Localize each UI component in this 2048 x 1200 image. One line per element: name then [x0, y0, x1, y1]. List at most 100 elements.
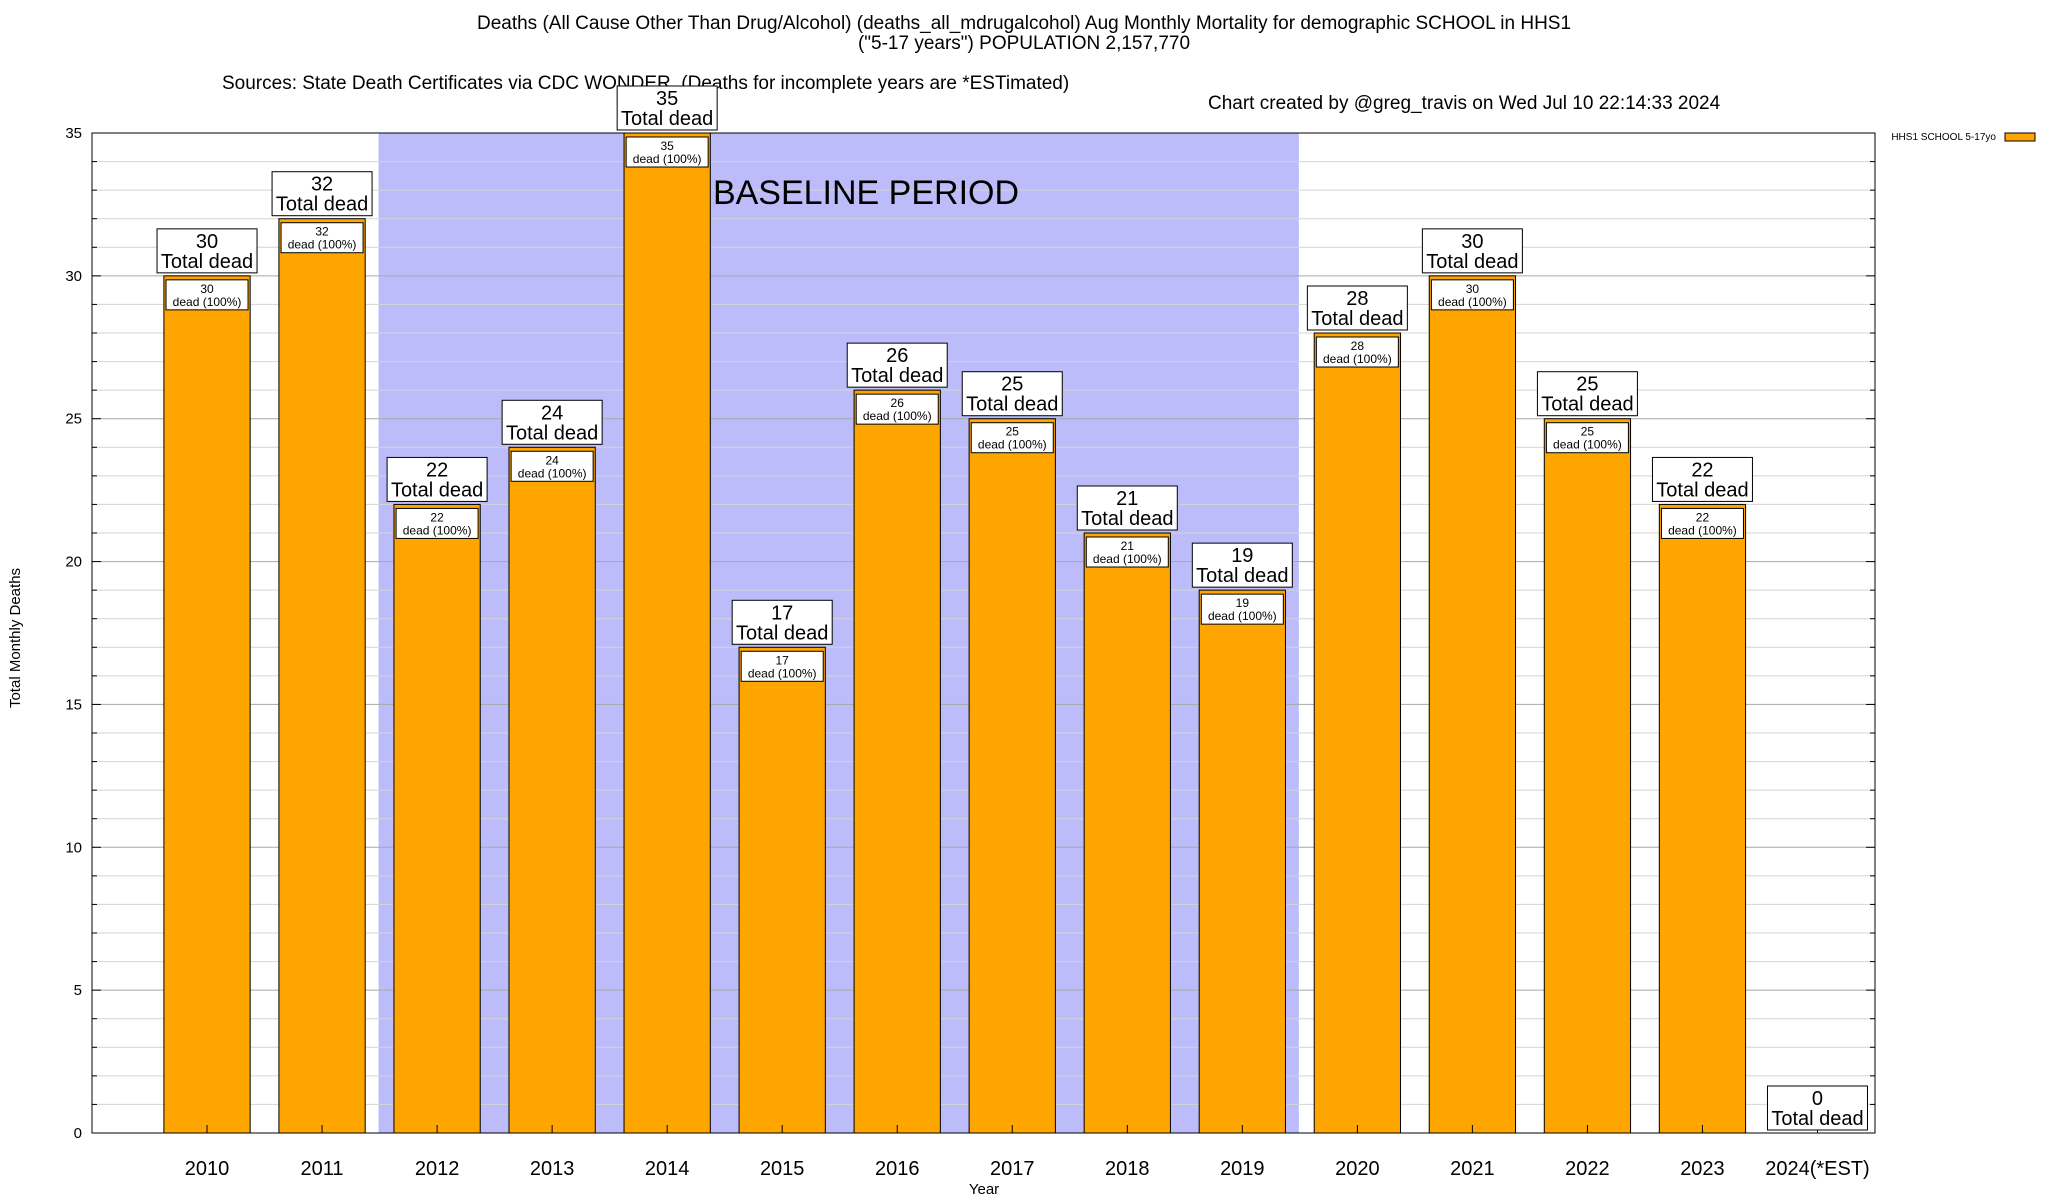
x-tick-label-2013: 2013 — [530, 1158, 575, 1180]
total-label-box — [1076, 485, 1178, 531]
total-label-text: Total dead — [966, 394, 1058, 416]
chart-sources-line: Sources: State Death Certificates via CD… — [0, 54, 1720, 114]
x-tick-label-2019: 2019 — [1220, 1158, 1265, 1180]
inner-label-text: dead (100%) — [1208, 609, 1277, 623]
bar-2020 — [1313, 332, 1401, 1134]
total-label-box — [846, 342, 948, 388]
y-tick-label: 35 — [65, 125, 82, 142]
bar-2011 — [278, 218, 366, 1134]
inner-label-box — [280, 222, 364, 254]
inner-label-text: dead (100%) — [863, 409, 932, 423]
total-label-value: 17 — [771, 602, 793, 624]
inner-label-value: 35 — [660, 139, 674, 153]
bar-2015 — [738, 646, 826, 1134]
inner-label-value: 30 — [1466, 282, 1480, 296]
inner-label-value: 17 — [776, 653, 790, 667]
total-label-text: Total dead — [161, 251, 253, 273]
x-tick-label-2012: 2012 — [415, 1158, 460, 1180]
inner-label-text: dead (100%) — [748, 666, 817, 680]
bar-2014 — [623, 132, 711, 1134]
bar-2013 — [508, 446, 596, 1134]
inner-label-value: 26 — [891, 396, 905, 410]
inner-label-text: dead (100%) — [288, 238, 357, 252]
bar-2010 — [163, 275, 251, 1134]
total-label-value: 32 — [311, 174, 333, 196]
x-tick-label-2016: 2016 — [875, 1158, 920, 1180]
total-label-value: 24 — [541, 402, 563, 424]
inner-label-box — [625, 136, 709, 168]
bar-2022 — [1543, 418, 1632, 1134]
total-label-text: Total dead — [1081, 508, 1173, 530]
total-label-value: 30 — [196, 231, 218, 253]
inner-label-box — [740, 650, 824, 682]
chart-subtitle: ("5-17 years") POPULATION 2,157,770 — [857, 33, 1191, 54]
total-label-text: Total dead — [1426, 251, 1518, 273]
legend: HHS1 SCHOOL 5-17yo — [1891, 132, 2036, 143]
inner-label-text: dead (100%) — [173, 295, 242, 309]
total-label-value: 28 — [1346, 288, 1368, 310]
inner-label-text: dead (100%) — [518, 466, 587, 480]
legend-swatch — [2004, 132, 2036, 142]
inner-label-text: dead (100%) — [978, 438, 1047, 452]
total-label-value: 30 — [1461, 231, 1483, 253]
inner-label-value: 32 — [315, 225, 329, 239]
total-label-value: 19 — [1231, 545, 1253, 567]
total-label-value: 22 — [426, 459, 448, 481]
y-tick-label: 20 — [65, 554, 82, 571]
inner-label-value: 30 — [200, 282, 214, 296]
bar-2021 — [1428, 275, 1517, 1134]
total-label-value: 35 — [656, 88, 678, 110]
total-label-box — [271, 171, 373, 217]
total-label-box — [386, 456, 488, 502]
x-tick-label-2010: 2010 — [185, 1158, 230, 1180]
total-label-text: Total dead — [1541, 394, 1633, 416]
inner-label-value: 25 — [1581, 425, 1595, 439]
inner-label-value: 22 — [430, 510, 444, 524]
x-tick-label-2022: 2022 — [1565, 1158, 1610, 1180]
y-tick-label: 25 — [65, 411, 82, 428]
total-label-text: Total dead — [1656, 479, 1748, 501]
plot-frame — [91, 132, 1876, 1134]
x-axis-label: Year — [969, 1181, 999, 1198]
y-axis-label: Total Monthly Deaths — [7, 568, 24, 708]
total-label-text: Total dead — [736, 622, 828, 644]
bars — [163, 132, 1747, 1134]
total-label-text: Total dead — [1311, 308, 1403, 330]
inner-label-box — [970, 422, 1054, 454]
total-label-box — [1651, 456, 1753, 502]
inner-label-value: 21 — [1121, 539, 1135, 553]
total-label-box — [731, 599, 833, 645]
total-label-text: Total dead — [851, 365, 943, 387]
total-label-box — [1191, 542, 1293, 588]
inner-label-text: dead (100%) — [1438, 295, 1507, 309]
total-label-value: 0 — [1812, 1088, 1823, 1110]
total-label-value: 22 — [1691, 459, 1713, 481]
inner-label-text: dead (100%) — [1668, 523, 1737, 537]
inner-label-box — [1430, 279, 1514, 311]
bar-2016 — [853, 389, 941, 1134]
y-axis: 0 5 10 15 20 25 30 35 — [65, 125, 1875, 1142]
x-tick-label-2020: 2020 — [1335, 1158, 1380, 1180]
x-tick-label-2024(*EST): 2024(*EST) — [1765, 1158, 1870, 1180]
total-label-box — [961, 371, 1063, 417]
plot-border — [91, 132, 1876, 1134]
x-tick-label-2011: 2011 — [301, 1158, 344, 1180]
x-tick-label-2015: 2015 — [760, 1158, 805, 1180]
chart-title: Deaths (All Cause Other Than Drug/Alcoho… — [476, 13, 1572, 34]
y-tick-label: 10 — [65, 839, 82, 856]
total-label-box — [156, 228, 258, 274]
total-label-value: 26 — [886, 345, 908, 367]
x-tick-label-2018: 2018 — [1105, 1158, 1150, 1180]
bar-2018 — [1083, 532, 1171, 1134]
legend-label: HHS1 SCHOOL 5-17yo — [1891, 132, 1996, 143]
bar-2012 — [393, 503, 481, 1134]
inner-label-text: dead (100%) — [403, 523, 472, 537]
total-label-text: Total dead — [391, 479, 483, 501]
total-label-text: Total dead — [506, 422, 598, 444]
x-tick-label-2021: 2021 — [1450, 1158, 1495, 1180]
inner-label-box — [395, 507, 479, 539]
inner-label-text: dead (100%) — [1553, 438, 1622, 452]
total-label-box — [1766, 1085, 1868, 1131]
